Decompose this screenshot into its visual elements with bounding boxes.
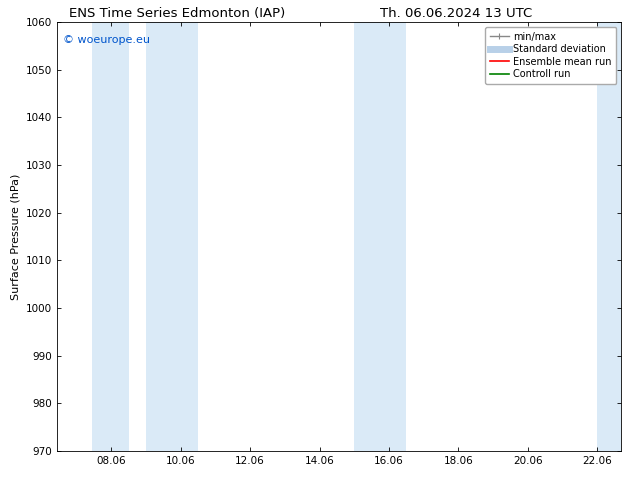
Y-axis label: Surface Pressure (hPa): Surface Pressure (hPa): [10, 173, 20, 299]
Legend: min/max, Standard deviation, Ensemble mean run, Controll run: min/max, Standard deviation, Ensemble me…: [485, 27, 616, 84]
Bar: [597, 22, 621, 451]
Text: Th. 06.06.2024 13 UTC: Th. 06.06.2024 13 UTC: [380, 7, 533, 21]
Text: ENS Time Series Edmonton (IAP): ENS Time Series Edmonton (IAP): [69, 7, 286, 21]
Bar: [354, 22, 406, 451]
Bar: [146, 22, 198, 451]
Text: © woeurope.eu: © woeurope.eu: [63, 35, 150, 45]
Bar: [92, 22, 129, 451]
